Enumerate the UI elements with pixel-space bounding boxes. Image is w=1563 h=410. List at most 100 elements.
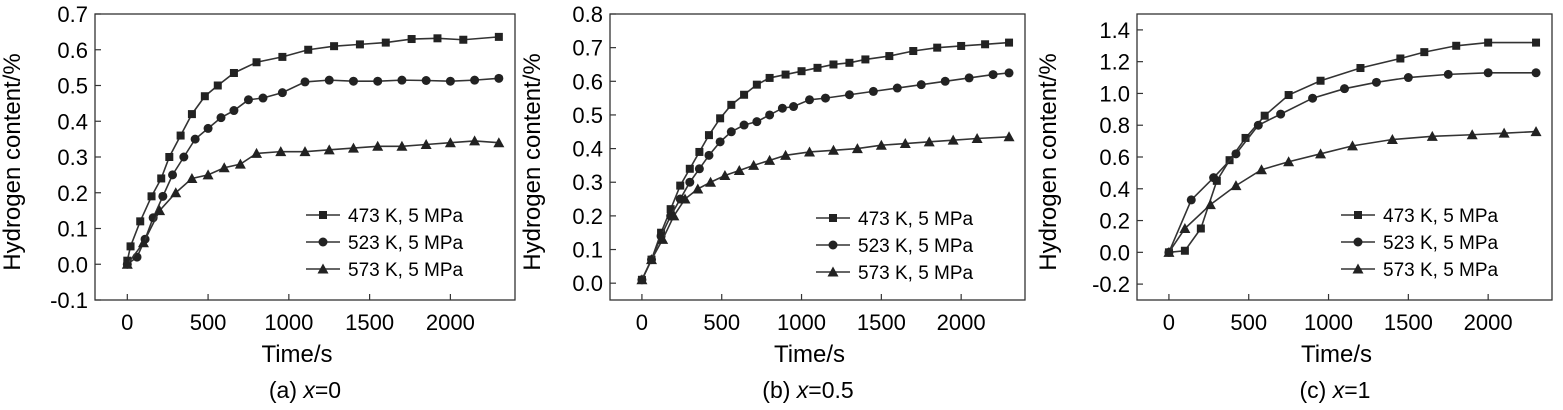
data-point [947, 134, 959, 145]
data-point [1179, 223, 1191, 233]
y-tick-label: 0.3 [572, 170, 603, 195]
data-point [470, 75, 480, 85]
y-tick-label: 0.2 [1099, 209, 1130, 234]
series-triangle [636, 131, 1015, 285]
series-square [123, 32, 503, 265]
data-point [216, 113, 226, 123]
y-tick-label: 0.1 [57, 217, 88, 242]
x-tick-label: 2000 [1464, 310, 1513, 335]
x-tick-label: 1500 [857, 310, 906, 335]
x-tick-label: 500 [190, 310, 227, 335]
legend-marker [319, 211, 327, 219]
data-point [299, 146, 311, 157]
data-point [739, 120, 749, 130]
data-point [218, 162, 230, 173]
data-point [1256, 164, 1267, 175]
data-point [1209, 173, 1219, 183]
data-point [258, 93, 268, 103]
data-point [121, 258, 133, 269]
data-point [657, 233, 669, 244]
x-tick-label: 0 [121, 310, 133, 335]
x-axis-label: Time/s [261, 341, 332, 368]
plot-frame [609, 13, 1026, 301]
y-tick-label: 0.5 [572, 103, 603, 128]
data-point [165, 153, 174, 161]
x-tick-label: 2000 [426, 310, 475, 335]
y-tick-label: 0.0 [572, 271, 603, 296]
data-point [885, 52, 894, 61]
data-point [740, 90, 749, 99]
x-tick-label: 2000 [937, 310, 986, 335]
data-point [1260, 111, 1269, 120]
y-tick-label: 0.6 [57, 38, 88, 63]
data-point [213, 81, 222, 90]
data-point [324, 75, 334, 85]
y-tick-label: 0.2 [572, 204, 603, 229]
data-point [727, 100, 736, 109]
y-tick-label: 0.1 [572, 238, 603, 263]
y-tick-label: 0.6 [1099, 145, 1130, 170]
y-tick-label: 0.7 [572, 36, 603, 61]
legend-marker [1353, 237, 1363, 247]
legend-marker [1352, 263, 1364, 274]
data-point [875, 139, 887, 150]
y-axis-label: Hydrogen content/% [519, 53, 546, 270]
caption-prefix: (b) [762, 377, 797, 403]
data-point [988, 70, 998, 80]
data-point [136, 217, 145, 226]
legend-marker [827, 266, 839, 277]
data-point [695, 147, 704, 156]
data-point [805, 95, 815, 105]
data-point [170, 187, 182, 198]
y-tick-label: 0.5 [57, 74, 88, 99]
y-tick-label: 0.4 [1099, 177, 1130, 202]
series-line [126, 36, 499, 261]
x-tick-label: 1000 [1304, 310, 1353, 335]
legend-entry: 473 K, 5 MPa [858, 209, 974, 230]
data-point [234, 158, 246, 169]
legend: 473 K, 5 MPa 523 K, 5 MPa 573 K, 5 MPa [306, 206, 464, 281]
data-point [1484, 38, 1493, 47]
legend-entry: 573 K, 5 MPa [348, 260, 464, 281]
data-point [704, 150, 714, 160]
data-point [179, 152, 189, 162]
data-point [694, 164, 704, 174]
legend-entry: 523 K, 5 MPa [1383, 233, 1499, 254]
y-tick-label: 0.2 [57, 181, 88, 206]
caption-prefix: (c) [1300, 377, 1333, 403]
x-tick-label: 500 [703, 310, 740, 335]
data-point [157, 174, 166, 183]
data-point [132, 252, 142, 262]
x-tick-label: 500 [1230, 310, 1267, 335]
series-circle [637, 68, 1014, 285]
y-tick-label: 0.7 [57, 2, 88, 27]
data-point [1004, 68, 1014, 78]
data-point [323, 144, 335, 155]
data-point [909, 47, 918, 56]
caption-suffix: =0 [315, 377, 341, 403]
legend: 473 K, 5 MPa 523 K, 5 MPa 573 K, 5 MPa [816, 209, 974, 284]
series-circle [1164, 68, 1541, 257]
data-point [396, 140, 408, 151]
data-point [777, 103, 787, 113]
data-point [1466, 129, 1478, 140]
legend-marker [318, 237, 328, 247]
data-point [1315, 148, 1327, 159]
data-point [679, 193, 691, 204]
data-point [668, 210, 680, 221]
data-point [459, 35, 468, 44]
data-point [330, 42, 339, 51]
y-tick-label: 0.8 [1099, 113, 1130, 138]
data-point [964, 73, 974, 83]
data-point [229, 106, 239, 116]
y-tick-label: 0.0 [1099, 240, 1130, 265]
data-point [957, 41, 966, 50]
data-point [764, 154, 776, 165]
data-point [692, 183, 704, 194]
data-point [1452, 41, 1461, 50]
data-point [851, 143, 863, 154]
data-point [186, 172, 198, 183]
data-point [1426, 130, 1438, 141]
data-point [1308, 93, 1318, 103]
